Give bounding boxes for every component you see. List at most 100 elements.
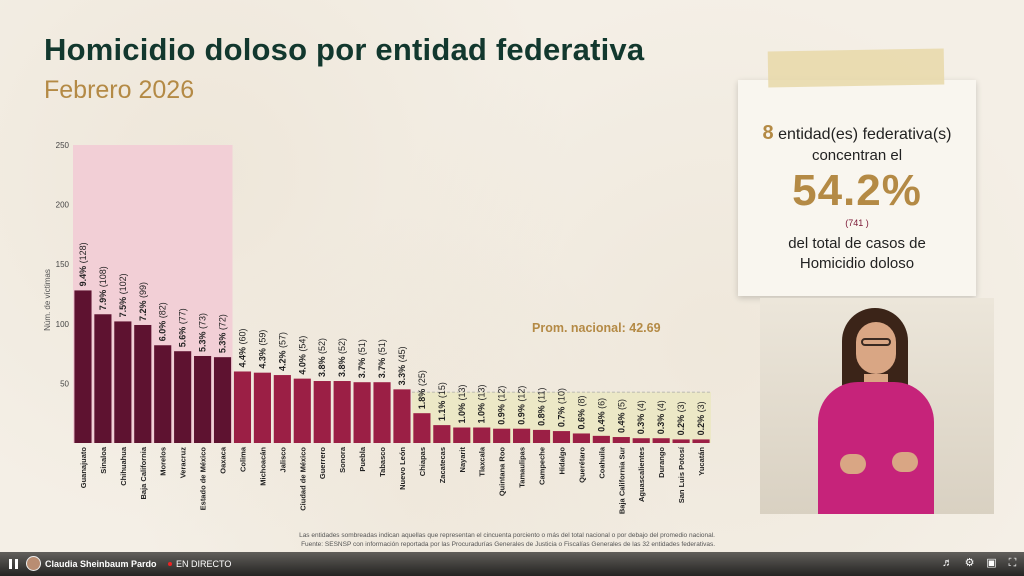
data-label: 4.4% (60)	[237, 328, 247, 367]
bar	[513, 428, 531, 443]
bar	[333, 381, 351, 443]
y-tick-label: 200	[56, 201, 70, 210]
average-label: Prom. nacional: 42.69	[532, 321, 661, 335]
bar	[692, 439, 710, 443]
bar	[672, 439, 690, 443]
category-label: Baja California Sur	[617, 447, 626, 514]
data-label-percent: 7.2%	[138, 300, 148, 321]
data-label-percent: 3.7%	[357, 358, 367, 379]
data-label: 3.8% (52)	[317, 338, 327, 377]
data-label: 1.0% (13)	[457, 384, 467, 423]
category-label: Chihuahua	[119, 446, 128, 486]
bar	[552, 431, 571, 443]
data-label-count: (4)	[656, 400, 666, 414]
data-label-percent: 3.3%	[397, 365, 407, 386]
pip-icon[interactable]: ▣	[986, 557, 997, 569]
bar	[94, 314, 112, 443]
player-bar: Claudia Sheinbaum Pardo EN DIRECTO ♬ ⚙ ▣…	[0, 552, 1024, 576]
data-label: 0.2% (3)	[676, 401, 686, 435]
data-label: 6.0% (82)	[158, 302, 168, 341]
data-label-count: (72)	[218, 314, 228, 333]
category-label: Jalisco	[278, 447, 287, 473]
data-label: 0.9% (12)	[497, 386, 507, 425]
data-label-percent: 0.2%	[676, 415, 686, 436]
data-label-count: (11)	[537, 388, 547, 406]
bar	[433, 425, 451, 443]
data-label-count: (128)	[78, 242, 88, 266]
data-label-count: (12)	[517, 386, 527, 405]
data-label-count: (57)	[277, 332, 287, 351]
data-label: 0.8% (11)	[537, 388, 547, 426]
data-label-count: (25)	[417, 370, 427, 389]
bar	[114, 321, 132, 443]
data-label-count: (12)	[497, 386, 507, 405]
avatar[interactable]	[26, 556, 41, 571]
data-label-count: (99)	[138, 282, 148, 301]
data-label-count: (51)	[357, 339, 367, 358]
data-label: 0.7% (10)	[556, 388, 566, 427]
data-label-count: (13)	[457, 384, 467, 403]
bar-chart: 50 100 150 200 250 Núm. de víctimas Prom. naci…	[43, 141, 711, 514]
data-label: 3.3% (45)	[397, 346, 407, 385]
category-label: Campeche	[538, 447, 547, 485]
footnote-line-2: Fuente: SESNSP con información reportada…	[301, 541, 715, 548]
bar	[134, 324, 152, 443]
data-label-count: (4)	[636, 400, 646, 414]
bar	[373, 382, 391, 443]
category-label: Morelos	[159, 447, 168, 476]
data-label-percent: 1.1%	[437, 401, 447, 422]
data-label-percent: 0.6%	[576, 409, 586, 430]
bar	[473, 427, 491, 443]
data-label: 7.9% (108)	[98, 266, 108, 310]
pause-icon[interactable]	[9, 559, 18, 569]
category-label: Yucatán	[697, 447, 706, 476]
bar	[572, 433, 590, 443]
interpreter-face	[856, 322, 896, 374]
data-label-percent: 4.4%	[237, 347, 247, 368]
data-label: 4.0% (54)	[297, 336, 307, 375]
bar	[532, 429, 551, 443]
data-label-percent: 4.3%	[257, 348, 267, 369]
data-label-percent: 4.0%	[297, 354, 307, 375]
category-label: Guerrero	[318, 447, 327, 480]
fullscreen-icon[interactable]: ⛶	[1008, 557, 1017, 569]
category-label: Sinaloa	[99, 446, 108, 474]
data-label: 3.8% (52)	[337, 338, 347, 377]
interpreter-body	[818, 382, 934, 514]
data-label: 0.4% (6)	[596, 398, 606, 432]
y-tick-label: 250	[56, 141, 70, 150]
data-label-percent: 0.9%	[517, 404, 527, 425]
category-label: Aguascalientes	[637, 447, 646, 502]
summary-line-3: del total de casos de	[788, 235, 926, 252]
category-label: Coahuila	[597, 446, 606, 478]
data-label-count: (52)	[317, 338, 327, 357]
data-label-count: (60)	[237, 328, 247, 347]
data-label: 7.2% (99)	[138, 282, 148, 321]
data-label-percent: 0.3%	[656, 414, 666, 435]
data-label: 0.3% (4)	[636, 400, 646, 434]
category-label: Estado de México	[199, 447, 208, 511]
bar	[273, 375, 291, 443]
data-label-count: (108)	[98, 266, 108, 290]
category-label: Tabasco	[378, 447, 387, 477]
data-label-percent: 9.4%	[78, 266, 88, 287]
data-label-count: (3)	[676, 401, 686, 415]
category-label: Puebla	[358, 446, 367, 471]
data-label-percent: 0.8%	[537, 405, 547, 426]
data-label-percent: 0.9%	[497, 404, 507, 425]
volume-icon[interactable]: ♬	[942, 557, 953, 569]
bar	[393, 389, 411, 443]
category-label: Baja California	[139, 446, 148, 499]
summary-line-4: Homicidio doloso	[799, 255, 915, 272]
data-label-percent: 3.8%	[337, 357, 347, 378]
channel-name[interactable]: Claudia Sheinbaum Pardo	[45, 559, 157, 569]
data-label-count: (73)	[198, 313, 208, 332]
gear-icon[interactable]: ⚙	[964, 557, 975, 569]
category-label: Colima	[238, 446, 247, 472]
data-label: 5.3% (72)	[218, 314, 228, 353]
data-label-count: (59)	[257, 330, 267, 349]
bar	[213, 357, 232, 443]
data-label-percent: 3.8%	[317, 357, 327, 378]
category-label: Guanajuato	[79, 447, 88, 489]
category-label: Chiapas	[418, 447, 427, 476]
